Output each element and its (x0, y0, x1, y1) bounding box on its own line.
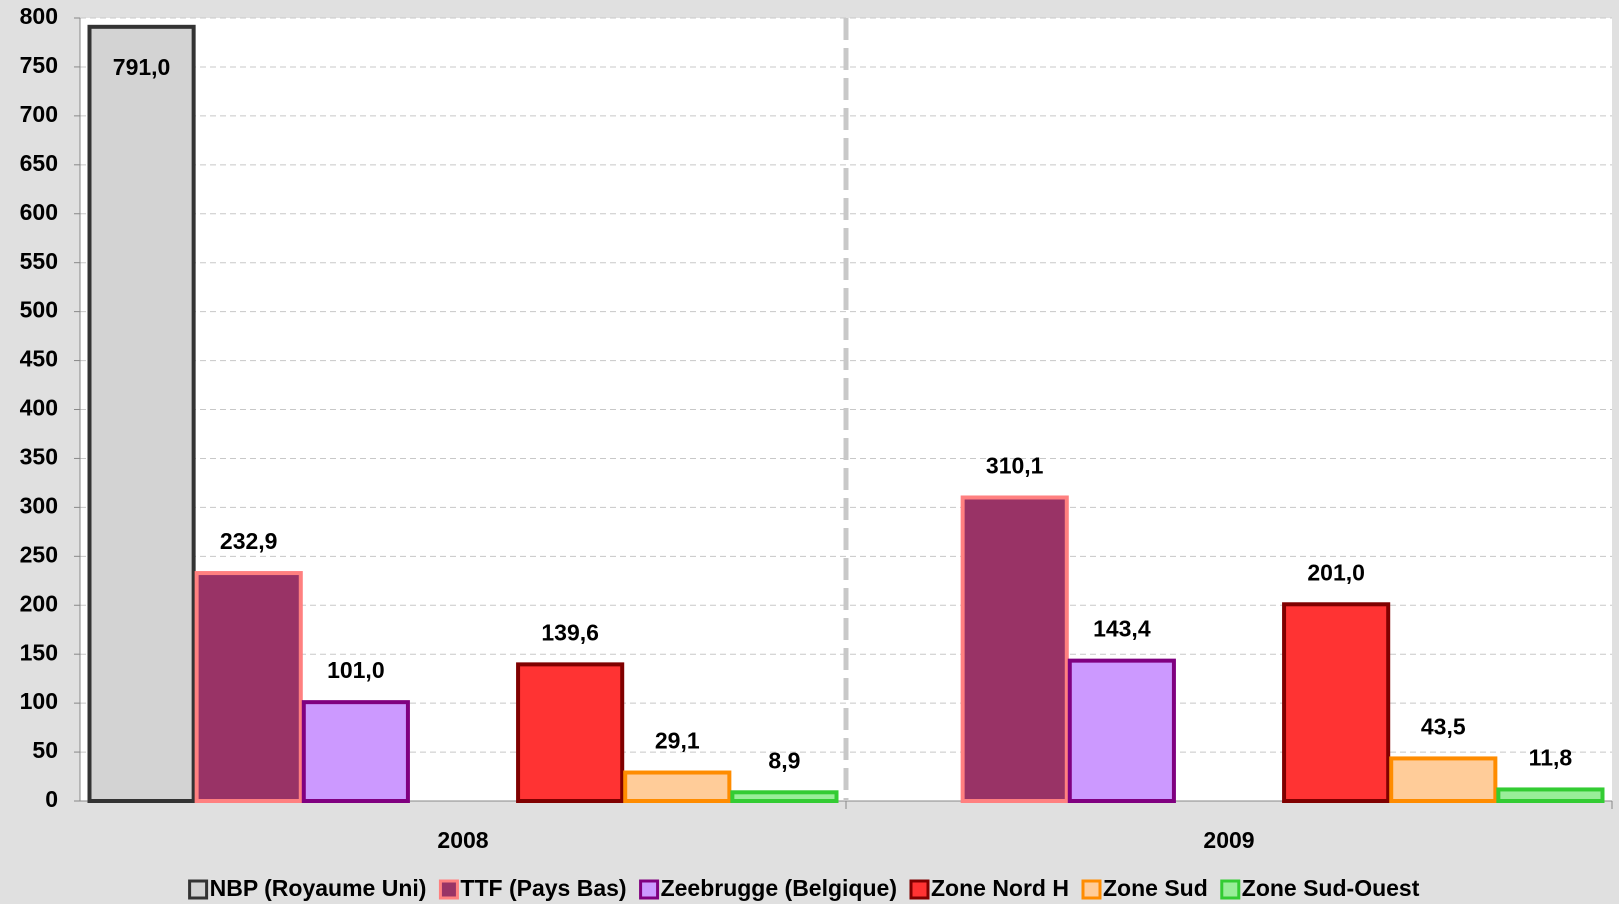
bar (516, 662, 625, 804)
y-tick-label: 550 (20, 248, 58, 274)
legend-swatch (639, 879, 660, 900)
data-label: 791,0 (113, 54, 171, 80)
y-tick-label: 700 (20, 101, 58, 127)
y-tick-label: 250 (20, 541, 58, 567)
legend-swatch (909, 879, 930, 900)
data-label: 232,9 (220, 528, 278, 554)
y-tick-label: 650 (20, 150, 58, 176)
data-label: 143,4 (1093, 616, 1151, 642)
legend-swatch (188, 879, 209, 900)
x-tick-label: 2009 (1203, 827, 1254, 853)
bar (1282, 602, 1391, 803)
data-label: 101,0 (327, 657, 385, 683)
x-tick-label: 2008 (437, 827, 488, 853)
legend-label: Zeebrugge (Belgique) (661, 875, 897, 901)
y-tick-label: 500 (20, 297, 58, 323)
data-label: 310,1 (986, 453, 1044, 479)
bar (730, 790, 839, 803)
y-tick-label: 150 (20, 639, 58, 665)
y-tick-label: 400 (20, 395, 58, 421)
data-label: 201,0 (1307, 559, 1365, 585)
bar (1389, 756, 1498, 804)
legend-label: NBP (Royaume Uni) (210, 875, 427, 901)
bar (1496, 787, 1605, 803)
y-tick-label: 450 (20, 346, 58, 372)
legend-label: TTF (Pays Bas) (460, 875, 626, 901)
legend-label: Zone Nord H (931, 875, 1069, 901)
y-tick-label: 600 (20, 199, 58, 225)
y-tick-label: 300 (20, 492, 58, 518)
bar (623, 770, 732, 803)
legend-swatch (1081, 879, 1102, 900)
y-tick-label: 0 (45, 786, 58, 812)
y-tick-label: 200 (20, 590, 58, 616)
y-tick-label: 50 (32, 737, 58, 763)
y-tick-label: 100 (20, 688, 58, 714)
legend-label: Zone Sud-Ouest (1242, 875, 1420, 901)
bar (194, 571, 303, 804)
data-label: 43,5 (1421, 714, 1466, 740)
legend-swatch (1220, 879, 1241, 900)
legend-swatch (438, 879, 459, 900)
y-tick-label: 350 (20, 444, 58, 470)
y-tick-label: 750 (20, 52, 58, 78)
bar (1067, 658, 1176, 804)
data-label: 29,1 (655, 728, 700, 754)
bar (301, 700, 410, 803)
bar (87, 24, 196, 803)
data-label: 8,9 (768, 747, 800, 773)
bar (960, 495, 1069, 803)
legend-label: Zone Sud (1103, 875, 1208, 901)
data-label: 11,8 (1529, 745, 1573, 771)
y-tick-label: 800 (20, 3, 58, 29)
data-label: 139,6 (541, 619, 599, 645)
